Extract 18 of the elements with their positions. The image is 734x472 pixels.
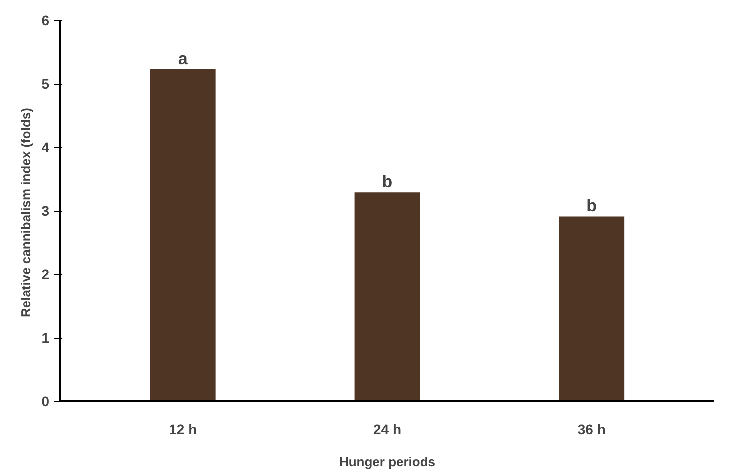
y-axis-title: Relative cannibalism index (folds) bbox=[18, 108, 34, 318]
x-tick-label: 36 h bbox=[578, 422, 606, 438]
bar bbox=[354, 192, 420, 402]
annotation: a bbox=[178, 49, 188, 68]
y-tick-label: 2 bbox=[42, 266, 50, 282]
annotation: b bbox=[586, 196, 598, 216]
x-axis-title: Hunger periods bbox=[339, 454, 436, 470]
bar bbox=[559, 216, 625, 402]
y-tick-label: 5 bbox=[42, 76, 50, 92]
annotation: b bbox=[382, 172, 393, 192]
bar bbox=[150, 69, 216, 402]
x-tick-label: 12 h bbox=[169, 422, 198, 438]
x-tick-label: 24 h bbox=[373, 422, 402, 438]
y-tick-label: 1 bbox=[42, 330, 50, 346]
y-tick-label: 3 bbox=[42, 203, 50, 219]
y-tick-label: 6 bbox=[42, 12, 50, 28]
y-tick-label: 4 bbox=[42, 140, 50, 156]
y-tick-label: 0 bbox=[42, 394, 50, 410]
